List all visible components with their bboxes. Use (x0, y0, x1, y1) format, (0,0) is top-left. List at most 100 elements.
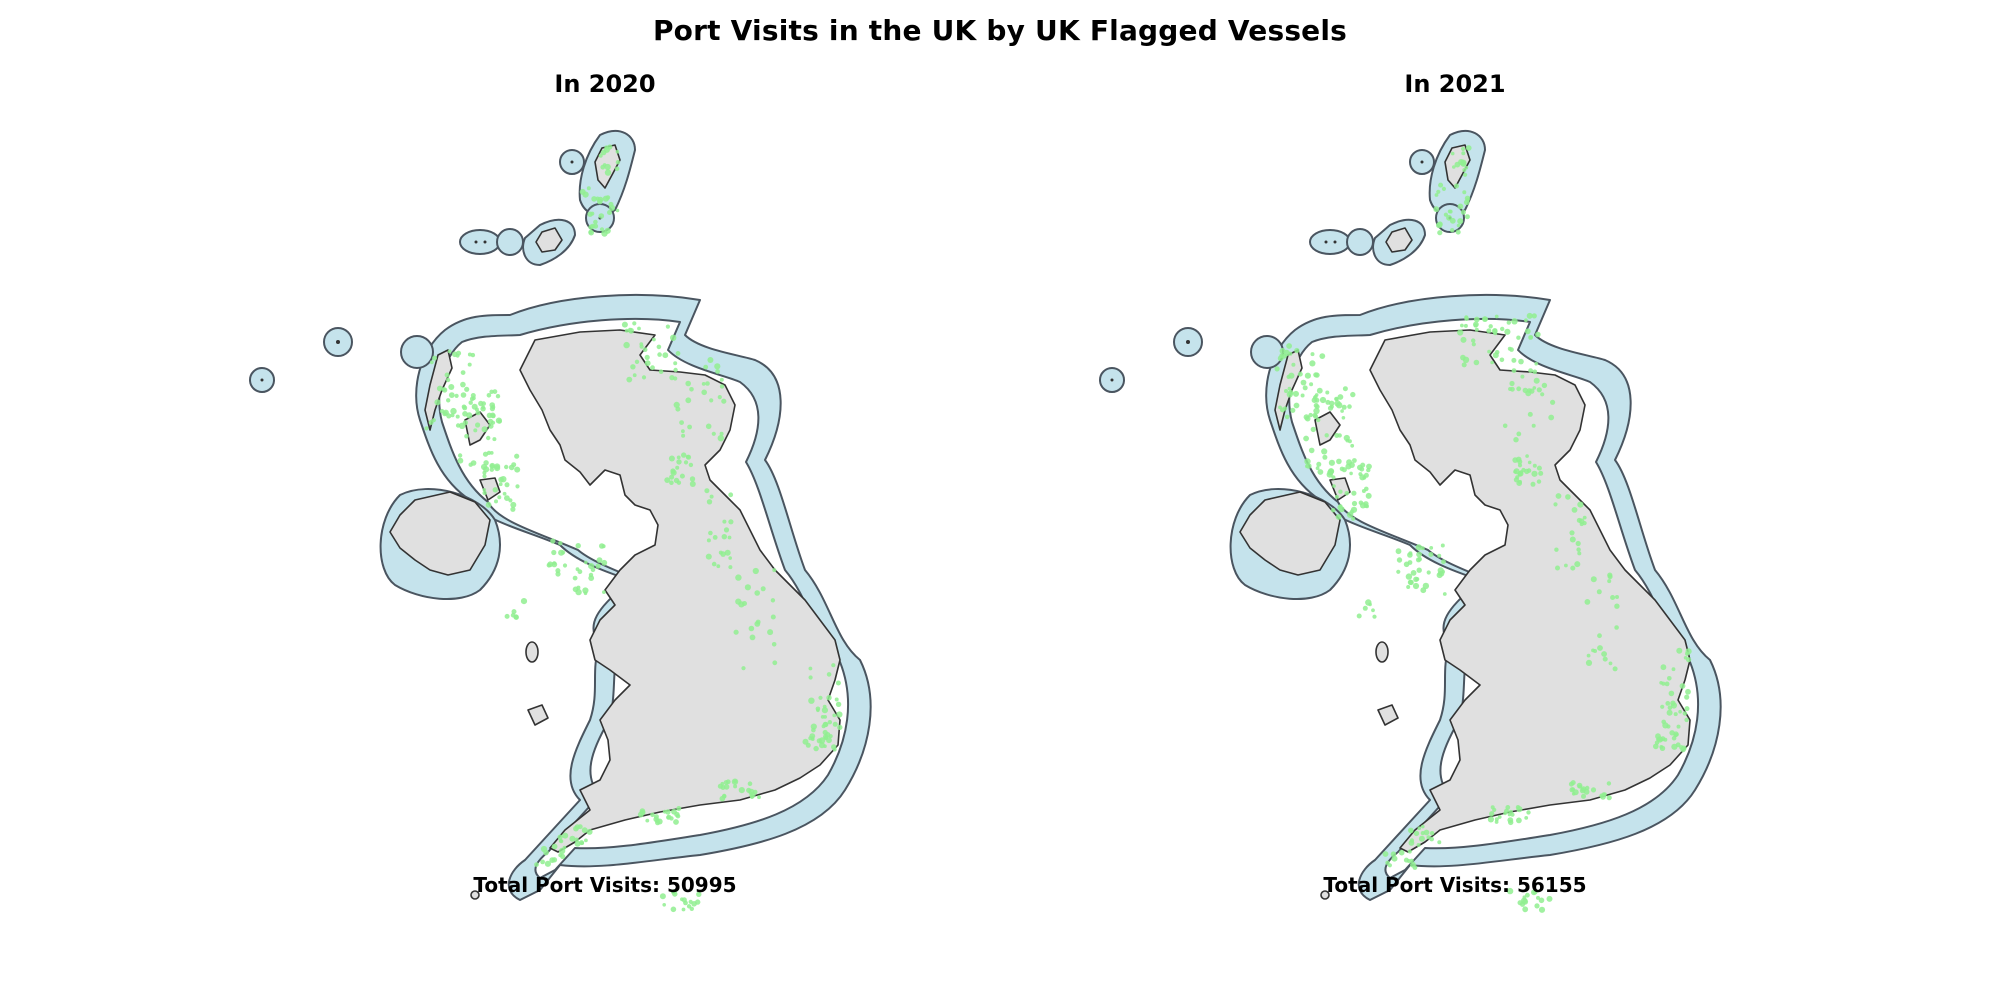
port-visit-marker (744, 584, 752, 591)
panel-title: In 2020 (554, 70, 656, 98)
port-visit-marker (1317, 469, 1324, 475)
port-visit-marker (1590, 576, 1597, 583)
port-visit-marker (808, 666, 813, 671)
port-visit-marker (1671, 667, 1676, 672)
port-visit-marker (555, 571, 561, 577)
port-visit-marker (1436, 189, 1441, 194)
port-visit-marker (724, 549, 731, 556)
port-visit-marker (464, 386, 470, 392)
port-visit-marker (1474, 327, 1479, 332)
port-visit-marker (514, 453, 520, 459)
port-visit-marker (1429, 836, 1434, 842)
port-visit-marker (1438, 182, 1444, 188)
port-visit-marker (1516, 335, 1521, 340)
port-visit-marker (1347, 404, 1352, 409)
landmass (389, 144, 841, 900)
port-visit-marker (1407, 552, 1413, 558)
port-visit-marker (1366, 467, 1371, 473)
port-visit-marker (1531, 313, 1537, 319)
port-visit-marker (675, 813, 681, 819)
port-visit-marker (604, 163, 611, 171)
port-visit-marker (577, 569, 583, 575)
port-visit-marker (1463, 172, 1468, 177)
port-visit-marker (497, 495, 502, 500)
port-visit-marker (1536, 387, 1542, 393)
port-visit-marker (1305, 464, 1309, 469)
port-visit-marker (1678, 709, 1682, 714)
port-visit-marker (562, 845, 567, 850)
port-visit-marker (475, 422, 481, 428)
port-visit-marker (1527, 411, 1533, 417)
port-visit-marker (510, 612, 516, 618)
port-visit-marker (630, 364, 636, 370)
port-visit-marker (562, 832, 569, 839)
port-visit-marker (685, 454, 692, 460)
port-visit-marker (1412, 865, 1418, 870)
port-visit-marker (1582, 515, 1587, 520)
port-visit-marker (583, 591, 588, 596)
port-visit-marker (808, 675, 813, 680)
port-visit-marker (1316, 417, 1321, 423)
port-visit-marker (508, 498, 513, 503)
port-visit-marker (1520, 374, 1525, 379)
port-visit-marker (1332, 484, 1336, 488)
port-visit-marker (1577, 551, 1582, 556)
port-visit-marker (696, 891, 702, 897)
port-visit-marker (1460, 354, 1466, 361)
port-visit-marker (1531, 470, 1538, 477)
port-visit-marker (1522, 895, 1527, 900)
port-visit-marker (1526, 312, 1533, 319)
port-visit-marker (741, 666, 746, 671)
port-visit-marker (1489, 811, 1495, 817)
port-visit-marker (1426, 570, 1431, 575)
port-visit-marker (508, 464, 515, 471)
total-port-visits-label: Total Port Visits: 50995 (473, 873, 737, 897)
port-visit-marker (1585, 659, 1593, 667)
port-visit-marker (645, 818, 650, 823)
port-visit-marker (1461, 146, 1466, 151)
port-visit-marker (728, 492, 734, 498)
port-visit-marker (1303, 435, 1309, 442)
port-visit-marker (601, 559, 608, 566)
port-visit-marker (1615, 595, 1619, 599)
port-visit-marker (1500, 326, 1505, 332)
port-visit-marker (467, 362, 472, 367)
port-visit-marker (1463, 199, 1470, 206)
port-visit-marker (1284, 414, 1290, 420)
port-visit-marker (1429, 831, 1435, 836)
port-visit-marker (551, 857, 558, 863)
port-visit-marker (1423, 829, 1430, 836)
port-visit-marker (752, 567, 759, 575)
port-visit-marker (575, 543, 581, 549)
port-visit-marker (1391, 855, 1398, 862)
port-visit-marker (1584, 599, 1591, 605)
port-visit-marker (1680, 746, 1686, 753)
port-visit-marker (1457, 218, 1464, 225)
port-visit-marker (1293, 402, 1300, 409)
port-visit-marker (1516, 386, 1522, 392)
port-visit-marker (552, 561, 557, 565)
port-visit-marker (1525, 454, 1529, 458)
port-visit-marker (436, 385, 443, 392)
port-visit-marker (615, 208, 620, 213)
port-visit-marker (671, 808, 677, 815)
uk-map-2020 (249, 130, 872, 913)
port-visit-marker (1510, 812, 1515, 817)
port-visit-marker (1314, 404, 1320, 410)
port-visit-marker (1666, 709, 1673, 716)
port-visit-marker (1536, 895, 1540, 900)
port-visit-marker (664, 477, 671, 483)
port-visit-marker (1331, 508, 1336, 513)
port-visit-marker (1536, 465, 1542, 471)
port-visit-marker (681, 429, 685, 434)
landmass (1239, 144, 1691, 900)
port-visit-marker (701, 382, 706, 386)
port-visit-marker (1448, 209, 1453, 214)
port-visit-marker (719, 795, 726, 802)
port-visit-marker (632, 321, 637, 326)
port-visit-marker (1350, 506, 1358, 513)
port-visit-marker (551, 549, 557, 556)
port-visit-marker (670, 468, 676, 474)
port-visit-marker (544, 860, 551, 867)
port-visit-marker (1456, 223, 1461, 228)
